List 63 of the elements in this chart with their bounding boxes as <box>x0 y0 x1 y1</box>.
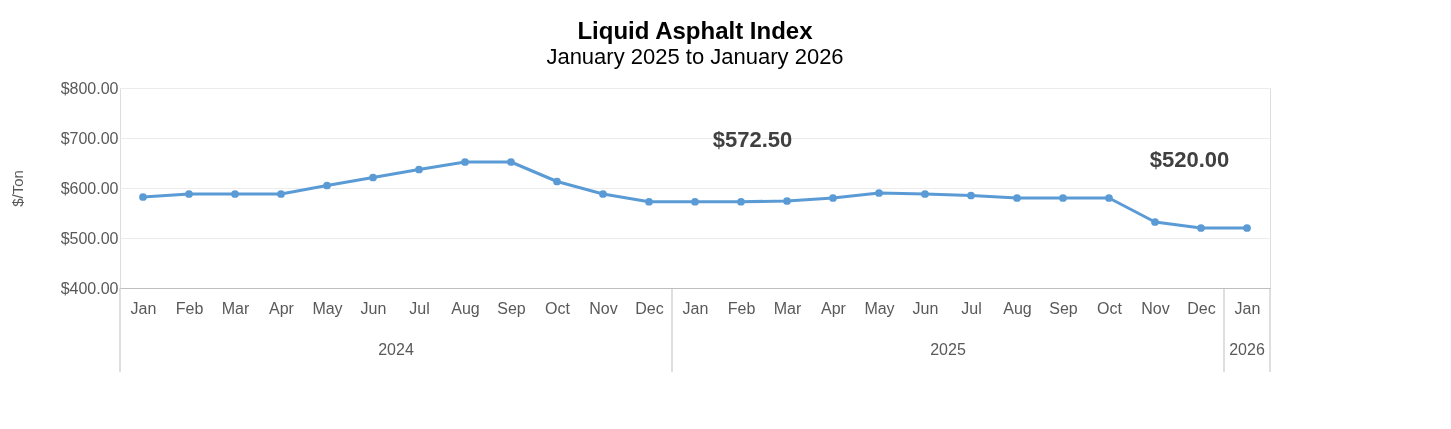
point <box>875 189 883 197</box>
chart-subtitle: January 2025 to January 2026 <box>546 44 844 69</box>
x-tick-label: Apr <box>821 299 847 317</box>
x-tick-label: Aug <box>451 299 480 317</box>
y-tick-label: $700.00 <box>60 129 119 147</box>
text: 2024 <box>378 341 414 358</box>
x-tick-label: Mar <box>773 299 802 317</box>
point <box>1243 224 1251 232</box>
x-tick-label: Jun <box>912 299 939 317</box>
x-tick-label: Jan <box>682 299 709 317</box>
point <box>967 191 975 200</box>
x-tick-label: Jul <box>961 299 982 317</box>
point <box>1105 194 1113 202</box>
x-tick-label: Nov <box>589 299 618 317</box>
point <box>231 190 239 198</box>
point <box>691 197 699 206</box>
x-tick-label: Oct <box>545 299 571 317</box>
point <box>185 190 193 198</box>
text: 2026 <box>1229 341 1265 358</box>
point <box>737 197 745 206</box>
point <box>277 190 285 198</box>
chart-title: Liquid Asphalt Index <box>577 17 814 44</box>
point <box>461 158 469 166</box>
point <box>1151 218 1159 226</box>
point <box>599 190 607 198</box>
x-tick-label: Mar <box>221 299 250 317</box>
point <box>1059 194 1067 202</box>
y-tick-label: $400.00 <box>60 279 119 297</box>
point <box>1013 194 1021 202</box>
annotation: $520.00 <box>1149 147 1230 172</box>
point <box>829 194 837 202</box>
x-tick-label: Jul <box>409 299 430 317</box>
point <box>139 193 147 201</box>
x-tick-label: Jan <box>1234 299 1261 317</box>
x-tick-label: Oct <box>1097 299 1123 317</box>
x-tick-label: Dec <box>1187 299 1216 317</box>
x-tick-label: Feb <box>727 299 756 317</box>
point <box>783 197 791 205</box>
point <box>921 190 929 198</box>
x-tick-label: Sep <box>1049 299 1078 317</box>
y-tick-label: $500.00 <box>60 229 119 247</box>
point <box>323 181 331 190</box>
point <box>553 177 561 186</box>
point <box>369 173 377 182</box>
x-tick-label: Aug <box>1003 299 1032 317</box>
x-tick-label: May <box>864 299 895 317</box>
point <box>1197 224 1205 232</box>
x-tick-label: Apr <box>269 299 295 317</box>
point <box>507 158 515 166</box>
x-tick-label: Dec <box>635 299 664 317</box>
x-tick-label: Jun <box>360 299 387 317</box>
x-tick-label: May <box>312 299 343 317</box>
x-tick-label: Nov <box>1141 299 1170 317</box>
y-tick-label: $600.00 <box>60 179 119 197</box>
x-tick-label: Jan <box>130 299 157 317</box>
y-tick-label: $800.00 <box>60 79 119 97</box>
point <box>415 165 423 174</box>
x-tick-label: Feb <box>175 299 204 317</box>
x-tick-label: Sep <box>497 299 526 317</box>
text: 2025 <box>930 341 966 358</box>
y-axis-title: $/Ton <box>8 170 26 207</box>
point <box>645 197 653 206</box>
annotation: $572.50 <box>712 127 793 152</box>
